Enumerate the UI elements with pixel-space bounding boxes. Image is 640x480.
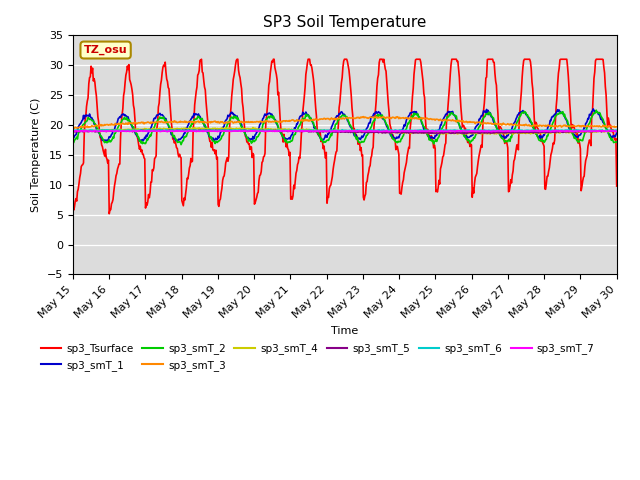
sp3_Tsurface (79, 162, 86, 168)
sp3_smT_1 (412, 110, 419, 116)
sp3_smT_3 (190, 119, 198, 125)
sp3_smT_3 (412, 115, 419, 120)
sp3_smT_3 (79, 125, 86, 131)
sp3_smT_4 (509, 132, 517, 137)
sp3_smT_6 (220, 128, 227, 133)
sp3_smT_2 (191, 117, 198, 122)
sp3_smT_6 (135, 127, 143, 133)
sp3_Tsurface (412, 56, 420, 62)
sp3_smT_7 (135, 128, 143, 134)
Line: sp3_Tsurface: sp3_Tsurface (73, 59, 617, 214)
sp3_smT_1 (191, 112, 198, 118)
sp3_smT_7 (79, 128, 86, 133)
sp3_smT_7 (69, 129, 77, 134)
X-axis label: Time: Time (331, 326, 358, 336)
sp3_Tsurface (220, 173, 228, 179)
Legend: sp3_Tsurface, sp3_smT_1, sp3_smT_2, sp3_smT_3, sp3_smT_4, sp3_smT_5, sp3_smT_6, : sp3_Tsurface, sp3_smT_1, sp3_smT_2, sp3_… (36, 339, 599, 375)
sp3_smT_5 (69, 129, 77, 134)
sp3_smT_4 (190, 126, 198, 132)
sp3_smT_5 (219, 128, 227, 134)
sp3_smT_2 (69, 139, 77, 145)
Text: TZ_osu: TZ_osu (84, 45, 127, 55)
sp3_smT_1 (589, 106, 597, 112)
sp3_smT_4 (219, 125, 227, 131)
sp3_smT_3 (135, 120, 143, 125)
sp3_smT_2 (220, 132, 227, 137)
sp3_smT_2 (412, 111, 419, 117)
sp3_smT_3 (428, 116, 435, 122)
sp3_Tsurface (428, 136, 436, 142)
Y-axis label: Soil Temperature (C): Soil Temperature (C) (31, 98, 41, 212)
sp3_smT_5 (79, 129, 86, 134)
sp3_smT_1 (79, 117, 86, 123)
sp3_smT_1 (103, 139, 111, 144)
sp3_smT_2 (593, 108, 600, 113)
sp3_smT_5 (240, 127, 248, 132)
sp3_smT_3 (69, 126, 77, 132)
sp3_smT_3 (613, 124, 621, 130)
Line: sp3_smT_5: sp3_smT_5 (73, 130, 617, 133)
sp3_smT_7 (412, 128, 419, 133)
sp3_smT_5 (412, 130, 419, 136)
Title: SP3 Soil Temperature: SP3 Soil Temperature (263, 15, 426, 30)
Line: sp3_smT_6: sp3_smT_6 (73, 130, 617, 131)
sp3_smT_5 (613, 128, 621, 134)
sp3_smT_4 (135, 127, 143, 132)
sp3_smT_6 (412, 128, 419, 133)
sp3_Tsurface (191, 102, 198, 108)
sp3_smT_2 (613, 139, 621, 145)
sp3_smT_1 (69, 136, 77, 142)
sp3_smT_7 (613, 129, 621, 134)
sp3_smT_2 (177, 142, 185, 147)
sp3_smT_6 (613, 128, 621, 133)
sp3_smT_7 (397, 129, 404, 134)
sp3_smT_5 (460, 131, 468, 136)
sp3_smT_3 (360, 114, 367, 120)
sp3_smT_5 (135, 128, 143, 134)
Line: sp3_smT_1: sp3_smT_1 (73, 109, 617, 142)
sp3_Tsurface (69, 204, 77, 210)
sp3_smT_4 (412, 130, 419, 135)
sp3_smT_4 (222, 125, 230, 131)
sp3_smT_2 (79, 122, 86, 128)
sp3_smT_1 (428, 134, 435, 140)
sp3_Tsurface (613, 183, 621, 189)
sp3_smT_6 (515, 127, 522, 132)
sp3_smT_5 (428, 130, 435, 136)
sp3_smT_7 (428, 128, 435, 134)
Line: sp3_smT_2: sp3_smT_2 (73, 110, 617, 144)
sp3_smT_5 (190, 128, 198, 133)
sp3_smT_3 (219, 119, 227, 125)
sp3_smT_6 (182, 128, 189, 134)
sp3_smT_4 (69, 128, 77, 134)
sp3_smT_1 (220, 124, 227, 130)
sp3_smT_7 (219, 128, 227, 133)
sp3_smT_7 (535, 128, 543, 133)
sp3_smT_4 (613, 128, 621, 133)
Line: sp3_smT_7: sp3_smT_7 (73, 131, 617, 132)
sp3_smT_7 (190, 128, 198, 134)
sp3_smT_6 (191, 127, 198, 133)
sp3_Tsurface (106, 211, 113, 216)
sp3_Tsurface (198, 56, 205, 62)
sp3_smT_1 (613, 130, 621, 136)
Line: sp3_smT_3: sp3_smT_3 (73, 117, 617, 129)
sp3_smT_6 (79, 128, 86, 133)
Line: sp3_smT_4: sp3_smT_4 (73, 128, 617, 134)
sp3_smT_6 (428, 127, 435, 133)
sp3_Tsurface (136, 146, 143, 152)
sp3_smT_4 (428, 130, 435, 135)
sp3_smT_4 (79, 127, 86, 133)
sp3_smT_2 (135, 134, 143, 140)
sp3_smT_1 (136, 138, 143, 144)
sp3_smT_2 (428, 137, 435, 143)
sp3_smT_6 (69, 127, 77, 133)
